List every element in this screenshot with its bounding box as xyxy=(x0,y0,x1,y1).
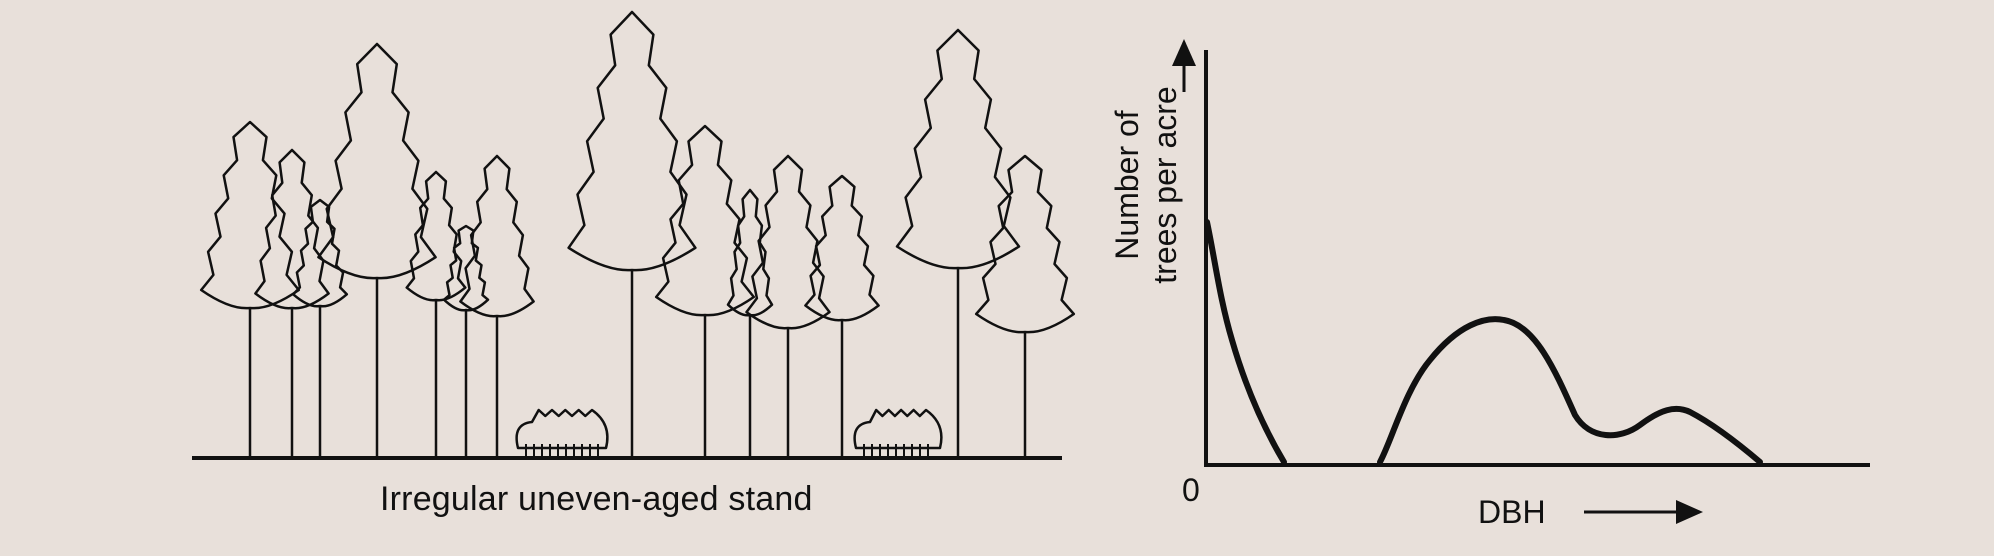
distribution-curve-larger-trees xyxy=(1377,316,1763,465)
y-axis-label: Number of trees per acre xyxy=(1108,35,1184,335)
tree-crown xyxy=(317,42,437,280)
tree-crown xyxy=(459,154,535,318)
tree-crown xyxy=(895,28,1021,270)
tree-crown xyxy=(804,174,880,322)
tree-crown xyxy=(254,148,330,310)
shrub-crown xyxy=(853,408,943,450)
shrub-crown xyxy=(515,408,609,450)
tree-crown xyxy=(654,124,756,317)
stand-caption: Irregular uneven-aged stand xyxy=(380,480,813,518)
tree-crown xyxy=(199,120,301,310)
tree-crown xyxy=(442,224,490,312)
stand-illustration xyxy=(192,10,1076,460)
dbh-distribution-graph xyxy=(1172,39,1870,524)
graph-origin-label: 0 xyxy=(1182,472,1200,508)
tree-crown xyxy=(974,154,1076,334)
tree-crown xyxy=(745,154,831,330)
x-axis-label: DBH xyxy=(1478,494,1546,530)
y-axis-label-line1: Number of xyxy=(1109,110,1145,260)
y-axis-label-line2: trees per acre xyxy=(1147,86,1183,284)
distribution-curve-small-trees xyxy=(1204,219,1287,465)
tree-crown xyxy=(567,10,697,272)
